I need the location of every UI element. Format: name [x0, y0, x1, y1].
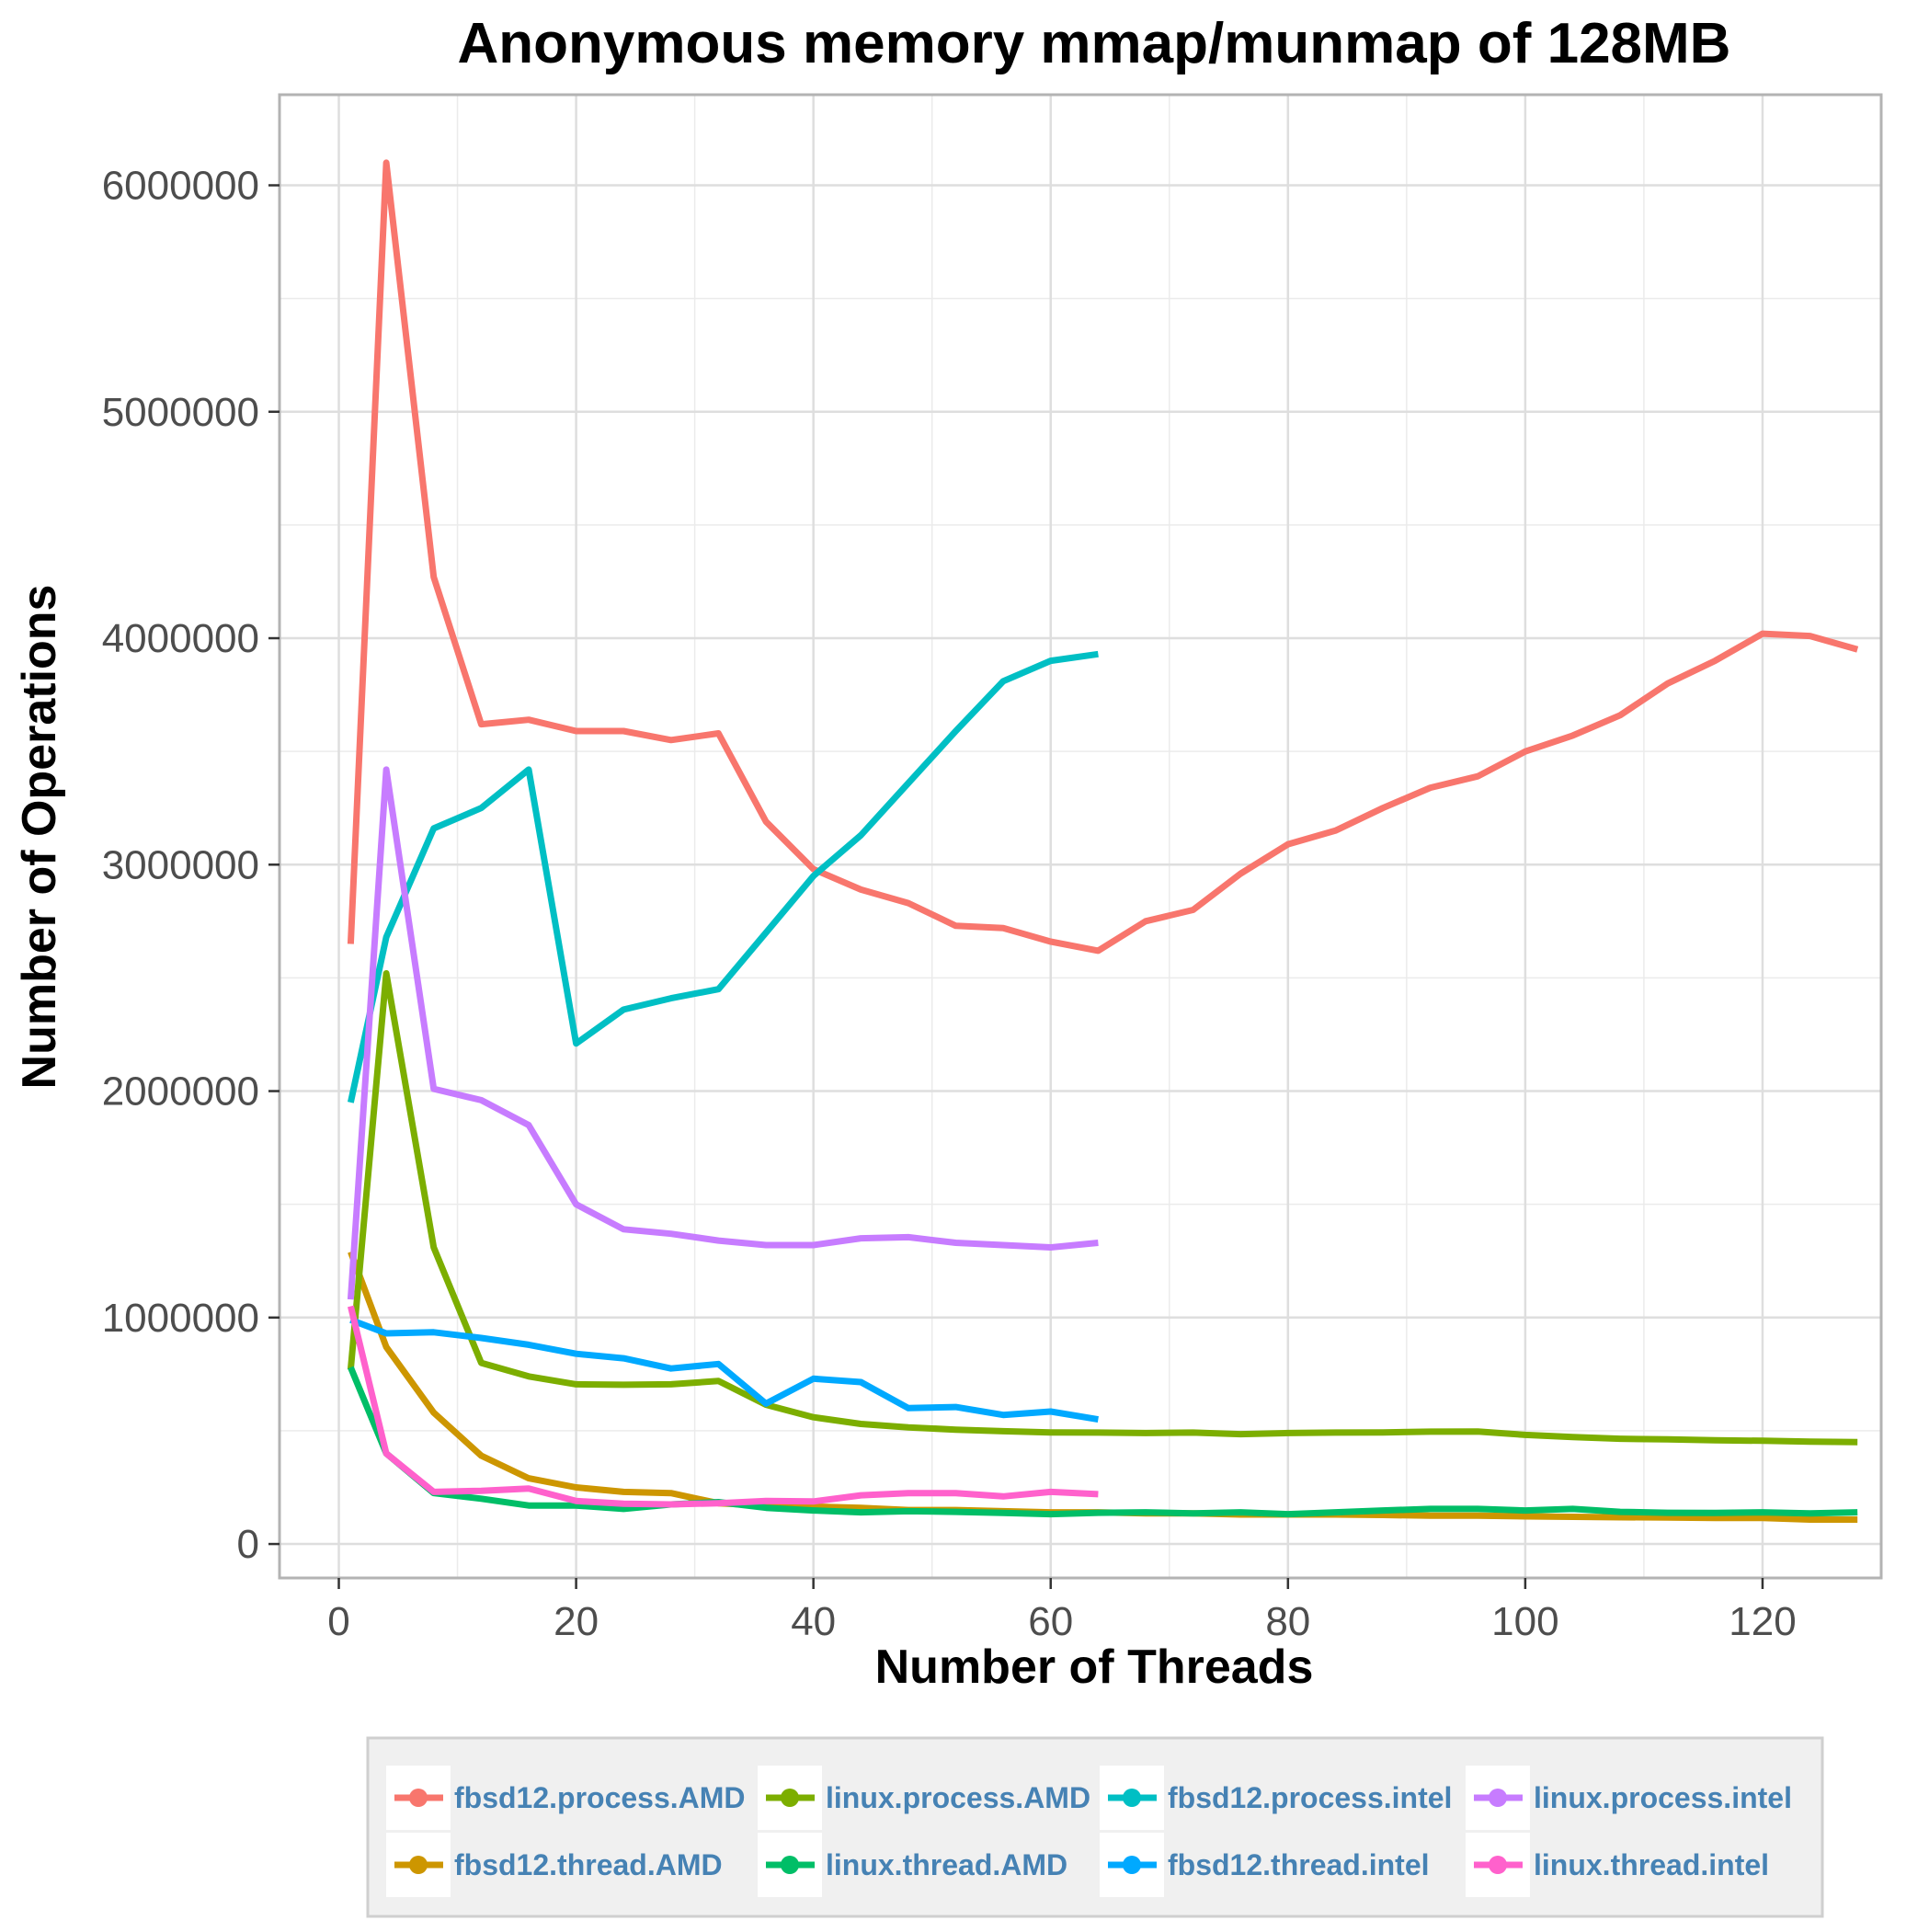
y-tick-label: 1000000	[102, 1296, 259, 1341]
chart-title: Anonymous memory mmap/munmap of 128MB	[458, 12, 1731, 75]
legend-label-fbsd12-thread-AMD: fbsd12.thread.AMD	[454, 1848, 723, 1881]
series-line-linux-process-AMD	[347, 970, 1858, 1446]
series-line-linux-thread-intel	[347, 1305, 1099, 1508]
series-line-fbsd12-process-AMD	[347, 159, 1859, 955]
legend-label-linux-thread-intel: linux.thread.intel	[1534, 1848, 1769, 1881]
legend-label-fbsd12-process-intel: fbsd12.process.intel	[1168, 1781, 1452, 1814]
legend-label-fbsd12-thread-intel: fbsd12.thread.intel	[1168, 1848, 1430, 1881]
plot-panel-border	[278, 93, 1883, 1580]
series-line-linux-process-intel	[347, 766, 1099, 1300]
x-axis-title: Number of Threads	[875, 1640, 1314, 1694]
legend-key-dot-linux-process-intel	[1489, 1789, 1507, 1807]
legend-box	[366, 1736, 1824, 1918]
x-tick-label: 60	[1028, 1599, 1073, 1644]
legend-key-dot-linux-process-AMD	[781, 1789, 799, 1807]
y-tick-label: 3000000	[102, 842, 259, 887]
legend-key-dot-fbsd12-thread-intel	[1123, 1856, 1141, 1874]
y-tick-label: 0	[237, 1522, 259, 1567]
x-tick-label: 40	[791, 1599, 836, 1644]
legend-label-linux-process-intel: linux.process.intel	[1534, 1781, 1792, 1814]
y-tick-label: 6000000	[102, 164, 259, 209]
x-tick-label: 80	[1265, 1599, 1310, 1644]
x-tick-label: 100	[1491, 1599, 1558, 1644]
x-tick-label: 0	[327, 1599, 349, 1644]
y-tick-label: 5000000	[102, 390, 259, 435]
legend-label-linux-process-AMD: linux.process.AMD	[826, 1781, 1090, 1814]
series-line-linux-thread-AMD	[348, 1366, 1858, 1518]
legend-label-fbsd12-process-AMD: fbsd12.process.AMD	[454, 1781, 746, 1814]
legend: fbsd12.process.AMD linux.process.AMD fbsd1…	[366, 1736, 1824, 1918]
legend-key-dot-linux-thread-AMD	[781, 1856, 799, 1874]
x-tick-label: 120	[1729, 1599, 1796, 1644]
series-line-fbsd12-thread-intel	[349, 1317, 1099, 1423]
legend-key-dot-fbsd12-thread-AMD	[409, 1856, 428, 1874]
y-axis-title: Number of Operations	[13, 585, 66, 1090]
y-tick-label: 4000000	[102, 616, 259, 661]
legend-label-linux-thread-AMD: linux.thread.AMD	[826, 1848, 1067, 1881]
axes: 0 20 40 60 80 100 120 0 1000000 2000000 3000000 400…	[102, 164, 1797, 1644]
series-lines	[347, 159, 1859, 1523]
legend-key-dot-fbsd12-process-intel	[1123, 1789, 1141, 1807]
legend-key-dot-fbsd12-process-AMD	[409, 1789, 428, 1807]
grid	[280, 95, 1881, 1578]
y-tick-label: 2000000	[102, 1069, 259, 1115]
legend-key-dot-linux-thread-intel	[1489, 1856, 1507, 1874]
series-line-fbsd12-process-intel	[347, 650, 1099, 1103]
x-tick-label: 20	[554, 1599, 599, 1644]
